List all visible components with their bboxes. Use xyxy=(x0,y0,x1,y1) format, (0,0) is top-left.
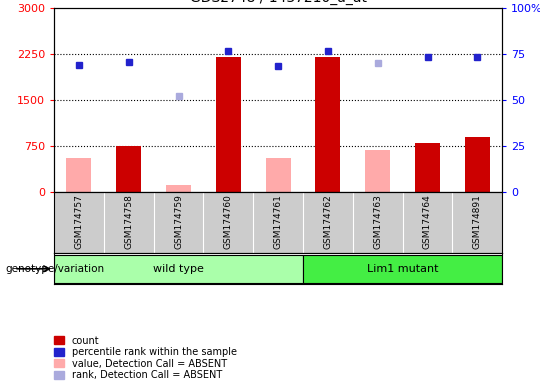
Text: GSM174764: GSM174764 xyxy=(423,194,432,248)
Bar xyxy=(166,185,191,192)
Text: Lim1 mutant: Lim1 mutant xyxy=(367,264,438,274)
Bar xyxy=(216,57,241,192)
Bar xyxy=(365,150,390,192)
Bar xyxy=(66,158,91,192)
Text: GSM174757: GSM174757 xyxy=(75,194,83,249)
Text: GSM174760: GSM174760 xyxy=(224,194,233,249)
Bar xyxy=(315,57,340,192)
Text: GSM174758: GSM174758 xyxy=(124,194,133,249)
Bar xyxy=(266,158,291,192)
Text: GSM174762: GSM174762 xyxy=(323,194,333,248)
Title: GDS2748 / 1437210_a_at: GDS2748 / 1437210_a_at xyxy=(190,0,367,5)
Text: GSM174759: GSM174759 xyxy=(174,194,183,249)
Text: GSM174761: GSM174761 xyxy=(274,194,282,249)
Text: genotype/variation: genotype/variation xyxy=(5,264,105,274)
Legend: count, percentile rank within the sample, value, Detection Call = ABSENT, rank, : count, percentile rank within the sample… xyxy=(54,336,237,380)
Bar xyxy=(465,137,490,192)
Bar xyxy=(303,255,502,283)
Bar xyxy=(54,255,303,283)
Bar xyxy=(116,146,141,192)
Text: GSM174891: GSM174891 xyxy=(473,194,482,249)
Text: GSM174763: GSM174763 xyxy=(373,194,382,249)
Text: wild type: wild type xyxy=(153,264,204,274)
Bar xyxy=(415,143,440,192)
